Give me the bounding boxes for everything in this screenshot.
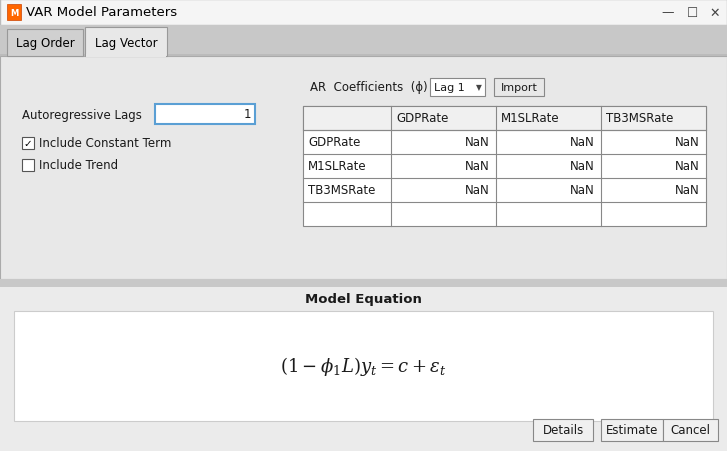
Text: Lag Vector: Lag Vector: [95, 37, 157, 50]
Text: —: —: [662, 6, 674, 19]
Text: M1SLRate: M1SLRate: [501, 112, 560, 125]
Text: TB3MSRate: TB3MSRate: [606, 112, 673, 125]
Bar: [22, 160, 34, 172]
Text: Lag Order: Lag Order: [15, 37, 74, 51]
Text: GDPRate: GDPRate: [308, 136, 361, 149]
Text: ✓: ✓: [23, 139, 33, 149]
Text: M1SLRate: M1SLRate: [308, 160, 366, 173]
Text: M: M: [10, 9, 18, 18]
Bar: [0, 57, 727, 279]
Text: NaN: NaN: [570, 136, 595, 149]
Text: NaN: NaN: [570, 160, 595, 173]
Bar: [0, 55, 727, 57]
Text: Model Equation: Model Equation: [305, 293, 422, 306]
Text: TB3MSRate: TB3MSRate: [308, 184, 375, 197]
Bar: [494, 79, 544, 97]
Text: NaN: NaN: [465, 136, 490, 149]
Bar: [0, 287, 727, 451]
Bar: [85, 28, 167, 57]
Text: GDPRate: GDPRate: [396, 112, 449, 125]
Text: AR  Coefficients  (ϕ): AR Coefficients (ϕ): [310, 80, 427, 93]
Text: Include Constant Term: Include Constant Term: [39, 137, 172, 150]
Bar: [7, 30, 83, 57]
Text: Autoregressive Lags: Autoregressive Lags: [22, 108, 142, 121]
Bar: [22, 138, 34, 150]
Bar: [533, 419, 593, 441]
Text: NaN: NaN: [465, 160, 490, 173]
Text: NaN: NaN: [465, 184, 490, 197]
Text: $(1-\phi_1 L)y_t = c + \varepsilon_t$: $(1-\phi_1 L)y_t = c + \varepsilon_t$: [280, 355, 446, 377]
Text: Details: Details: [542, 423, 584, 437]
Text: Import: Import: [501, 83, 537, 93]
Text: Lag 1: Lag 1: [434, 83, 465, 93]
Bar: [663, 419, 718, 441]
Text: NaN: NaN: [675, 184, 700, 197]
Text: Estimate: Estimate: [606, 423, 658, 437]
Bar: [601, 419, 663, 441]
Text: ▼: ▼: [476, 83, 482, 92]
Bar: [0, 421, 727, 451]
Text: NaN: NaN: [675, 160, 700, 173]
Text: ✕: ✕: [710, 6, 720, 19]
Text: 1: 1: [244, 108, 251, 121]
Text: Include Trend: Include Trend: [39, 159, 118, 172]
Bar: [155, 105, 255, 125]
Bar: [7, 5, 21, 21]
Bar: [0, 279, 727, 287]
Bar: [303, 107, 706, 131]
Bar: [0, 26, 727, 58]
Text: ☐: ☐: [687, 6, 699, 19]
Text: VAR Model Parameters: VAR Model Parameters: [26, 6, 177, 19]
Bar: [430, 79, 485, 97]
Bar: [14, 311, 713, 421]
Bar: [303, 107, 706, 226]
Text: NaN: NaN: [570, 184, 595, 197]
Bar: [86, 55, 166, 58]
Text: Cancel: Cancel: [670, 423, 710, 437]
Bar: [0, 0, 727, 26]
Text: NaN: NaN: [675, 136, 700, 149]
